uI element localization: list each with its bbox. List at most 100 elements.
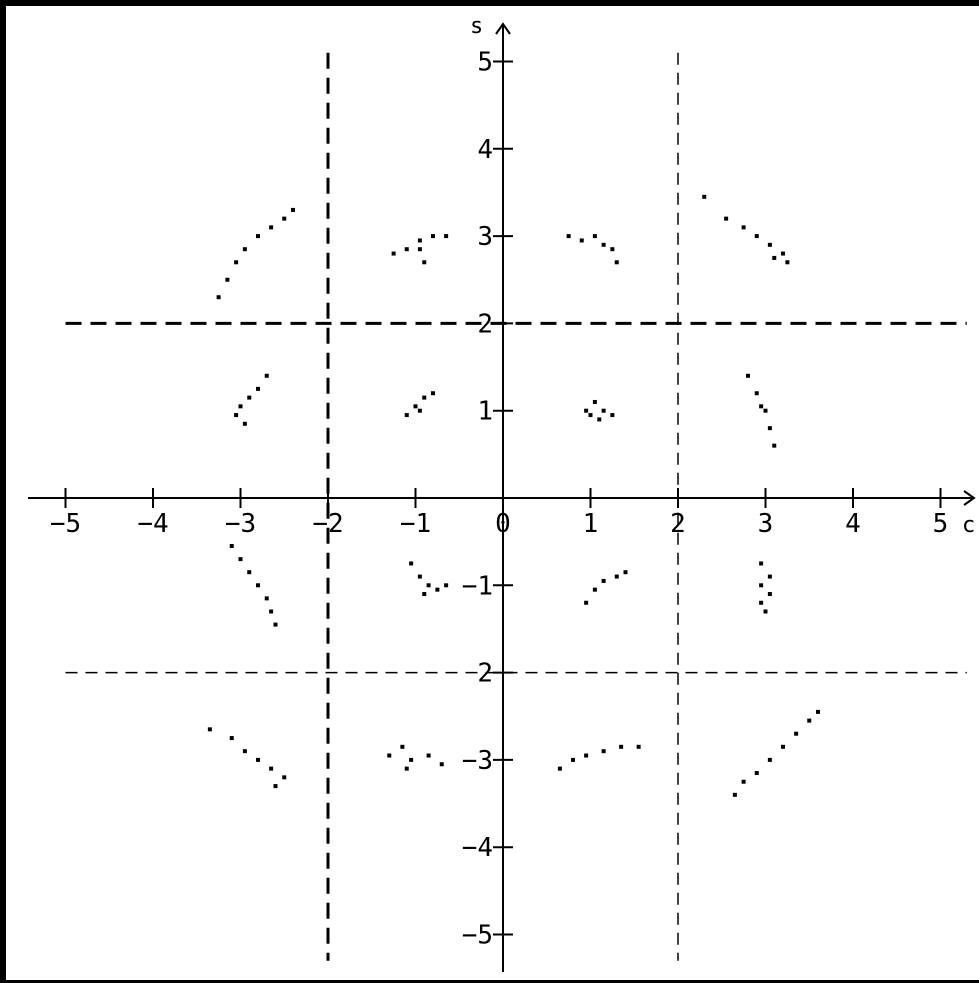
data-point [741, 779, 746, 784]
data-point [238, 404, 243, 409]
data-point [417, 247, 422, 252]
data-point [579, 238, 584, 243]
reference-lines [65, 52, 967, 961]
data-point [404, 766, 409, 771]
data-point [732, 792, 737, 797]
data-point [207, 727, 212, 732]
data-point [444, 583, 449, 588]
x-tick-label: −5 [50, 509, 81, 539]
data-point [584, 753, 589, 758]
x-tick-label: 3 [758, 509, 774, 539]
point-cluster-12 [759, 561, 772, 614]
data-point [759, 600, 764, 605]
point-cluster-4 [702, 194, 790, 265]
data-point [282, 216, 287, 221]
data-point [435, 587, 440, 592]
x-tick-label: 0 [495, 509, 511, 539]
data-point [597, 417, 602, 422]
tick-labels: −5 −4 −3 −2 −1 0 1 2 3 4 5 −5 −4 −3 2 −1 1 2 3 4 5 [50, 48, 948, 951]
data-point [767, 574, 772, 579]
data-point [794, 731, 799, 736]
data-point [256, 386, 260, 391]
y-tick-label: −5 [462, 921, 493, 951]
data-point [225, 277, 230, 282]
x-tick-label: 2 [670, 509, 686, 539]
data-point [229, 736, 234, 741]
data-point [417, 574, 422, 579]
data-point [759, 583, 764, 588]
data-point [400, 744, 405, 749]
data-point [636, 744, 641, 749]
data-point [422, 592, 427, 597]
data-point [242, 247, 247, 252]
data-points [207, 194, 820, 797]
x-tick-label: −2 [312, 509, 343, 539]
data-point [234, 413, 239, 418]
data-point [772, 255, 777, 260]
data-point [741, 225, 746, 230]
data-point [702, 194, 707, 199]
point-cluster-7 [584, 399, 615, 422]
data-point [759, 404, 764, 409]
data-point [413, 404, 418, 409]
x-tick-label: −1 [400, 509, 431, 539]
point-cluster-6 [404, 391, 435, 418]
y-tick-label: 5 [477, 48, 493, 78]
data-point [763, 408, 768, 413]
data-point [417, 408, 422, 413]
data-point [426, 583, 431, 588]
data-point [264, 596, 269, 601]
data-point [754, 770, 759, 775]
data-point [242, 749, 247, 754]
x-axis-label: c [962, 513, 975, 538]
y-tick-label: 3 [477, 222, 493, 252]
data-point [571, 757, 575, 762]
point-cluster-13 [207, 727, 287, 789]
data-point [610, 247, 615, 252]
y-tick-label: −4 [462, 833, 493, 863]
data-point [439, 762, 444, 767]
data-point [614, 260, 619, 265]
data-point [592, 399, 597, 404]
point-cluster-11 [584, 570, 628, 605]
y-tick-label: 2 [477, 659, 493, 689]
data-point [601, 242, 606, 247]
data-point [426, 753, 431, 758]
y-tick-label: 1 [477, 397, 493, 427]
point-cluster-1 [216, 207, 295, 300]
x-tick-label: −4 [137, 509, 168, 539]
data-point [282, 775, 287, 780]
y-axis-label: s [470, 14, 483, 39]
data-point [216, 295, 221, 300]
data-point [409, 561, 414, 566]
data-point [444, 234, 449, 239]
data-point [387, 753, 392, 758]
y-tick-label: 2 [477, 309, 493, 339]
data-point [601, 408, 606, 413]
axes [28, 22, 976, 972]
data-point [746, 373, 750, 378]
point-cluster-14 [387, 744, 444, 771]
x-tick-label: −3 [225, 509, 256, 539]
point-cluster-15 [557, 744, 641, 771]
data-point [592, 587, 597, 592]
point-cluster-2 [391, 234, 449, 265]
data-point [614, 574, 619, 579]
data-point [431, 234, 435, 239]
y-tick-label: −3 [462, 746, 493, 776]
data-point [619, 744, 624, 749]
data-point [291, 207, 295, 212]
data-point [264, 373, 269, 378]
data-point [754, 391, 759, 396]
data-point [767, 242, 772, 247]
data-point [247, 570, 252, 575]
point-cluster-5 [234, 373, 269, 426]
data-point [269, 609, 274, 614]
data-point [247, 395, 252, 400]
data-point [610, 413, 615, 418]
data-point [785, 260, 790, 265]
data-point [592, 234, 597, 239]
point-cluster-9 [229, 544, 278, 627]
